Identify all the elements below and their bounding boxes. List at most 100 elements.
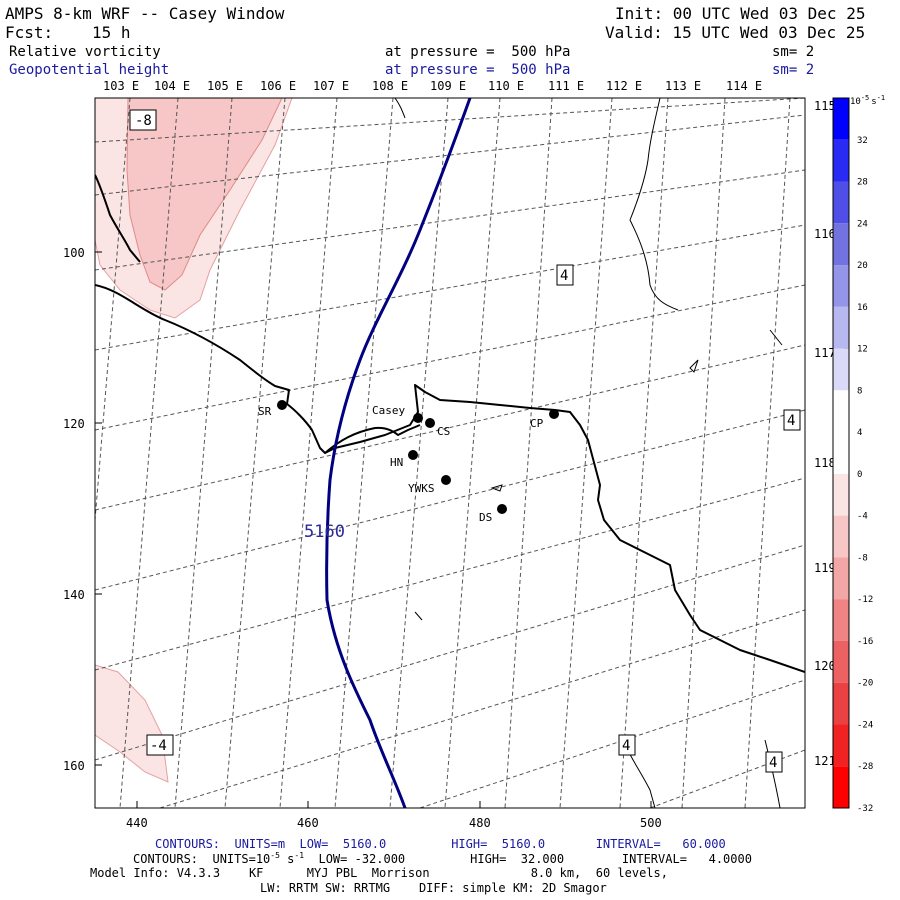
station-dot-hn — [408, 450, 418, 460]
station-label-casey: Casey — [372, 404, 405, 417]
colorbar-swatch — [833, 390, 849, 433]
field-2-smoothing: sm= 2 — [772, 62, 815, 78]
station-label-ds: DS — [479, 511, 492, 524]
colorbar-unit: 10-5 s-1 — [850, 94, 885, 107]
colorbar-swatch — [833, 724, 849, 767]
geopotential-contour-5160 — [325, 98, 472, 808]
field-1-smoothing: sm= 2 — [772, 44, 815, 60]
colorbar-tick-label: 24 — [857, 219, 868, 229]
field-1-name: Relative vorticity — [9, 44, 161, 60]
vort-label-4-north: 4 — [560, 268, 568, 284]
map-area: SR Casey CS CP HN YWKS DS 5160 -8 4 4 -4… — [95, 98, 805, 808]
init-time: Init: 00 UTC Wed 03 Dec 25 — [615, 4, 866, 23]
lon-label-106: 106 E — [260, 79, 296, 93]
station-label-ywks: YWKS — [408, 482, 435, 495]
vort-label-minus8: -8 — [135, 113, 152, 129]
vorticity-fill-medium — [126, 98, 283, 291]
station-dot-ywks — [441, 475, 451, 485]
footer-physics-info: LW: RRTM SW: RRTMG DIFF: simple KM: 2D S… — [260, 881, 607, 895]
colorbar-tick-label: -16 — [857, 637, 873, 647]
footer-model-info: Model Info: V4.3.3 KF MYJ PBL Morrison 8… — [90, 866, 668, 880]
colorbar-swatch — [833, 473, 849, 516]
colorbar-swatch — [833, 306, 849, 349]
colorbar-swatch — [833, 348, 849, 391]
colorbar-swatch — [833, 599, 849, 641]
vorticity-fill-light-sw — [95, 664, 169, 783]
colorbar-tick-label: 16 — [857, 303, 868, 313]
station-label-cp: CP — [530, 417, 544, 430]
x-tick-480: 480 — [469, 816, 491, 830]
colorbar-frame — [832, 97, 850, 809]
lon-label-107: 107 E — [313, 79, 349, 93]
colorbar-tick-label: -32 — [857, 804, 873, 814]
colorbar-tick-label: 0 — [857, 470, 862, 480]
y-tick-100: 100 — [63, 246, 85, 260]
footer-contours-vorticity: CONTOURS: UNITS=10-5 s-1 LOW= -32.000 HI… — [133, 851, 752, 866]
vort-label-minus4: -4 — [150, 738, 167, 754]
field-2-name: Geopotential height — [9, 62, 170, 78]
colorbar-tick-label: 32 — [857, 136, 868, 146]
colorbar-tick-label: -8 — [857, 553, 868, 563]
vort-label-4-south: 4 — [622, 738, 630, 754]
top-longitude-labels: 103 E 104 E 105 E 106 E 107 E 108 E 109 … — [103, 79, 762, 93]
x-tick-500: 500 — [640, 816, 662, 830]
colorbar-swatch — [833, 766, 849, 808]
station-labels: SR Casey CS CP HN YWKS DS — [258, 404, 544, 524]
lon-label-109: 109 E — [430, 79, 466, 93]
footer-contours-height: CONTOURS: UNITS=m LOW= 5160.0 HIGH= 5160… — [155, 837, 726, 851]
vorticity-labels: -8 4 4 -4 4 4 — [129, 109, 801, 773]
colorbar-tick-label: 20 — [857, 261, 868, 271]
colorbar-swatch — [833, 139, 849, 182]
station-dot-ds — [497, 504, 507, 514]
lon-label-103: 103 E — [103, 79, 139, 93]
lon-label-114: 114 E — [726, 79, 762, 93]
map-frame — [94, 97, 806, 809]
map-title: AMPS 8-km WRF -- Casey Window — [5, 4, 285, 23]
lon-label-108: 108 E — [372, 79, 408, 93]
station-dot-cp — [549, 409, 559, 419]
axis-ticks — [95, 251, 652, 808]
lon-label-112: 112 E — [606, 79, 642, 93]
colorbar-swatch — [833, 223, 849, 266]
y-axis-labels: 100 120 140 160 — [63, 246, 85, 773]
station-dot-cs — [425, 418, 435, 428]
y-tick-120: 120 — [63, 417, 85, 431]
colorbar-tick-label: 12 — [857, 345, 868, 355]
colorbar-tick-label: 8 — [857, 386, 862, 396]
coastline-thick — [95, 174, 805, 673]
station-label-hn: HN — [390, 456, 403, 469]
colorbar-tick-label: 28 — [857, 178, 868, 188]
vort-label-4-east: 4 — [787, 413, 795, 429]
colorbar-swatch — [833, 640, 849, 683]
colorbar-swatch — [833, 181, 849, 224]
station-label-cs: CS — [437, 425, 450, 438]
station-markers — [277, 400, 559, 514]
lon-label-111: 111 E — [548, 79, 584, 93]
colorbar-swatch — [833, 515, 849, 558]
x-tick-440: 440 — [126, 816, 148, 830]
colorbar-tick-label: 4 — [857, 428, 862, 438]
y-tick-140: 140 — [63, 588, 85, 602]
lon-label-105: 105 E — [207, 79, 243, 93]
colorbar-swatch — [833, 265, 849, 307]
station-dot-sr — [277, 400, 287, 410]
station-dot-casey — [413, 413, 423, 423]
lon-label-104: 104 E — [154, 79, 190, 93]
colorbar-swatch — [833, 432, 849, 474]
colorbar-swatch — [833, 98, 849, 140]
forecast-hour: 15 h — [92, 23, 131, 42]
colorbar: 32 28 24 20 16 12 8 4 0 -4 -8 -12 -16 -20 -24 -28 -32 — [832, 97, 873, 814]
field-2-level: at pressure = 500 hPa — [385, 62, 571, 78]
meridian-lines — [95, 98, 791, 808]
contour-label-5160: 5160 — [304, 522, 345, 542]
lon-label-113: 113 E — [665, 79, 701, 93]
station-label-sr: SR — [258, 405, 272, 418]
x-tick-460: 460 — [297, 816, 319, 830]
colorbar-tick-label: -28 — [857, 762, 873, 772]
vort-label-4-southeast: 4 — [769, 755, 777, 771]
parallel-lines — [95, 98, 805, 808]
y-tick-160: 160 — [63, 759, 85, 773]
forecast-label: Fcst: — [5, 23, 54, 42]
colorbar-tick-label: -20 — [857, 679, 873, 689]
